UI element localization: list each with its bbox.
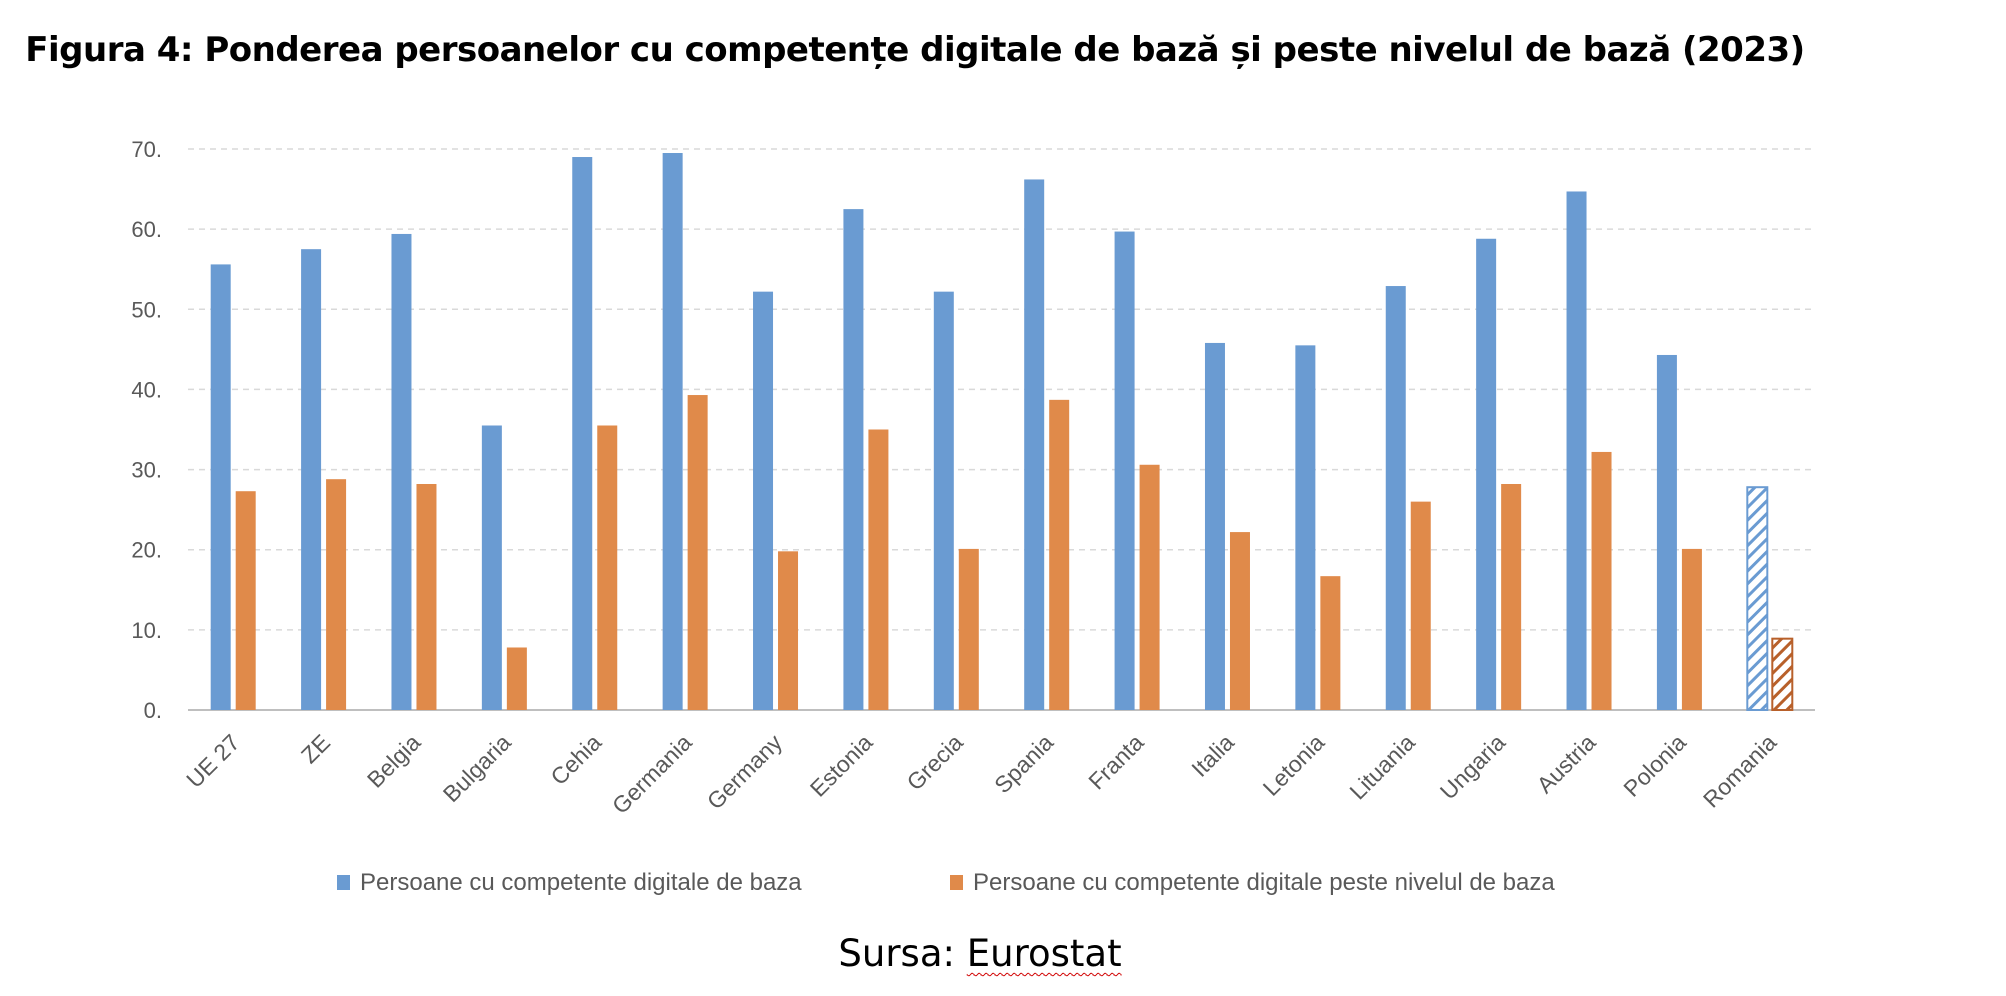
bar-above-basic-skills bbox=[958, 548, 979, 710]
x-tick-label: Polonia bbox=[1618, 729, 1691, 802]
x-tick-label: Cehia bbox=[545, 729, 606, 790]
bar-basic-skills bbox=[1204, 342, 1225, 710]
bar-above-basic-skills bbox=[1501, 483, 1522, 710]
gridlines bbox=[188, 148, 1815, 711]
bar-basic-skills bbox=[1746, 486, 1769, 711]
x-tick-label: Ungaria bbox=[1435, 729, 1510, 804]
legend-swatch bbox=[950, 875, 963, 890]
y-tick-label: 40. bbox=[131, 377, 162, 402]
bar-basic-skills bbox=[481, 425, 502, 710]
bar-basic-skills bbox=[301, 249, 322, 710]
bar-above-basic-skills bbox=[778, 551, 799, 710]
bar-above-basic-skills bbox=[1320, 576, 1341, 710]
bar-above-basic-skills bbox=[1049, 399, 1070, 710]
bar-above-basic-skills bbox=[597, 425, 618, 710]
x-tick-label: ZE bbox=[296, 729, 335, 768]
source-name: Eurostat bbox=[966, 932, 1122, 975]
bar-basic-skills bbox=[572, 157, 593, 710]
x-tick-label: Estonia bbox=[805, 729, 878, 802]
legend-entry: Persoane cu competente digitale de baza bbox=[360, 869, 802, 896]
bar-basic-skills bbox=[1385, 286, 1406, 710]
x-tick-label: Letonia bbox=[1258, 729, 1330, 801]
y-tick-label: 50. bbox=[131, 297, 162, 322]
source-label: Sursa: bbox=[838, 932, 955, 975]
legend-entry: Persoane cu competente digitale peste ni… bbox=[973, 869, 1555, 896]
bar-basic-skills bbox=[1295, 345, 1316, 710]
bar-above-basic-skills bbox=[416, 483, 437, 710]
bar-basic-skills bbox=[843, 209, 864, 710]
bar-basic-skills bbox=[662, 153, 683, 710]
bar-above-basic-skills bbox=[687, 395, 708, 710]
x-tick-label: Lituania bbox=[1344, 729, 1420, 805]
y-tick-label: 30. bbox=[131, 458, 162, 483]
bars bbox=[210, 153, 1794, 711]
bar-basic-skills bbox=[1024, 179, 1045, 710]
bar-above-basic-skills bbox=[1771, 637, 1794, 711]
x-tick-label: Germania bbox=[607, 729, 697, 819]
legend-swatch bbox=[337, 875, 350, 890]
x-tick-label: Franta bbox=[1083, 729, 1149, 795]
bar-basic-skills bbox=[1476, 238, 1497, 710]
y-tick-label: 0. bbox=[144, 698, 162, 723]
bar-above-basic-skills bbox=[235, 491, 256, 710]
x-axis-labels: UE 27 ZE Belgia Bulgaria Cehia Germania German… bbox=[181, 729, 1781, 819]
y-tick-label: 10. bbox=[131, 618, 162, 643]
x-tick-label: Romania bbox=[1698, 729, 1782, 813]
bar-basic-skills bbox=[210, 264, 231, 710]
x-tick-label: Germany bbox=[702, 729, 788, 815]
x-tick-label: Austria bbox=[1532, 729, 1601, 798]
x-tick-label: UE 27 bbox=[181, 729, 245, 793]
x-tick-label: Grecia bbox=[902, 729, 968, 795]
bar-above-basic-skills bbox=[506, 647, 527, 710]
bar-basic-skills bbox=[1114, 231, 1135, 710]
y-tick-label: 20. bbox=[131, 538, 162, 563]
bar-chart: 0. 10. 20. 30. 40. 50. 60. 70. UE 27 ZE Belgia Bul… bbox=[131, 137, 1815, 896]
bar-above-basic-skills bbox=[1229, 532, 1250, 710]
bar-basic-skills bbox=[1656, 354, 1677, 710]
bar-basic-skills bbox=[391, 233, 412, 711]
bar-above-basic-skills bbox=[1591, 451, 1612, 710]
x-tick-label: Bulgaria bbox=[438, 729, 516, 807]
chart-title: Figura 4: Ponderea persoanelor cu compet… bbox=[25, 30, 1805, 70]
bar-above-basic-skills bbox=[1410, 501, 1431, 710]
bar-basic-skills bbox=[933, 291, 954, 710]
bar-basic-skills bbox=[753, 291, 774, 710]
source-note: Sursa: Eurostat bbox=[0, 932, 1960, 975]
bar-basic-skills bbox=[1566, 191, 1587, 710]
bar-above-basic-skills bbox=[868, 429, 889, 710]
y-tick-label: 70. bbox=[131, 137, 162, 162]
legend: Persoane cu competente digitale de baza P… bbox=[337, 869, 1555, 896]
x-tick-label: Italia bbox=[1186, 729, 1239, 782]
bar-above-basic-skills bbox=[1139, 464, 1160, 710]
x-tick-label: Spania bbox=[989, 729, 1058, 798]
bar-above-basic-skills bbox=[326, 479, 347, 710]
bar-above-basic-skills bbox=[1681, 548, 1702, 710]
y-tick-label: 60. bbox=[131, 217, 162, 242]
y-axis-ticks: 0. 10. 20. 30. 40. 50. 60. 70. bbox=[131, 137, 162, 723]
x-tick-label: Belgia bbox=[362, 729, 426, 793]
